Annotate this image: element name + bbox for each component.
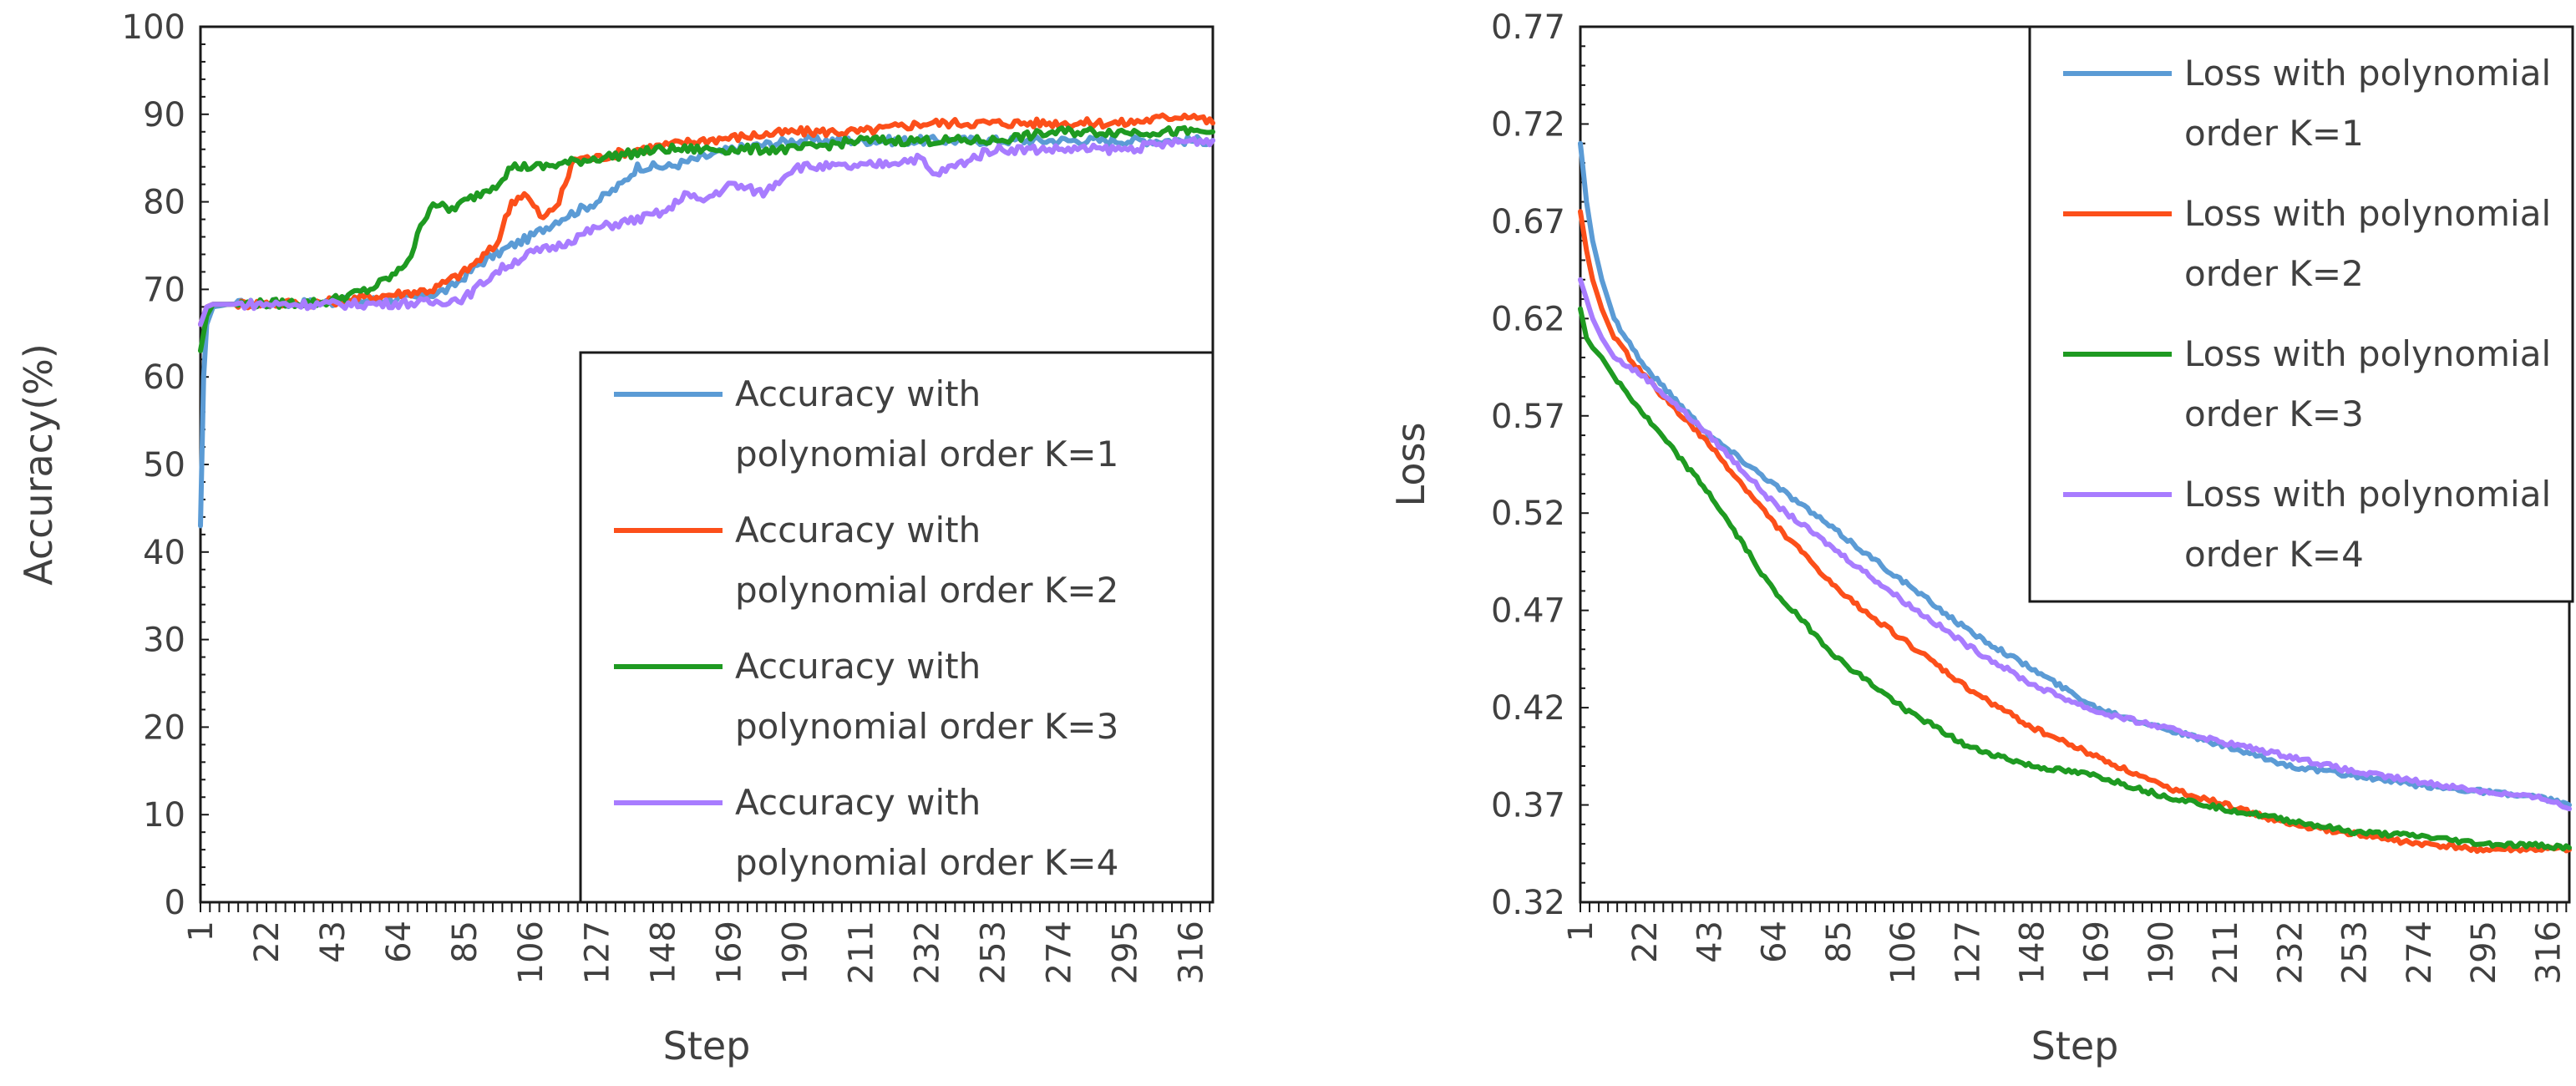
accuracy-y-tick-label: 90 xyxy=(143,96,185,134)
accuracy-y-tick-label: 20 xyxy=(143,708,185,747)
loss-y-tick-label: 0.62 xyxy=(1491,300,1565,338)
loss-x-tick-label: 85 xyxy=(1820,921,1858,963)
loss-x-tick-label: 232 xyxy=(2271,921,2310,984)
loss-series-line-k2 xyxy=(1578,209,2572,855)
loss-x-tick-label: 274 xyxy=(2401,921,2439,984)
loss-legend-label-k4-line1: Loss with polynomial xyxy=(2184,474,2551,515)
loss-legend-label-k1-line2: order K=1 xyxy=(2184,113,2364,154)
accuracy-x-tick-label: 253 xyxy=(975,921,1013,984)
accuracy-legend-label-k1-line2: polynomial order K=1 xyxy=(735,434,1118,474)
accuracy-y-axis-title: Accuracy(%) xyxy=(16,343,61,586)
loss-x-tick-label: 127 xyxy=(1949,921,1987,984)
accuracy-x-tick-label: 85 xyxy=(446,921,484,963)
accuracy-x-tick-label: 316 xyxy=(1173,921,1211,984)
loss-x-axis-title: Step xyxy=(2031,1023,2119,1068)
loss-x-tick-label: 169 xyxy=(2078,921,2117,984)
accuracy-x-tick-label: 1 xyxy=(182,921,221,941)
accuracy-x-tick-label: 295 xyxy=(1107,921,1145,984)
loss-x-tick-label: 22 xyxy=(1626,921,1665,963)
loss-x-tick-label: 1 xyxy=(1562,921,1600,941)
loss-y-tick-label: 0.47 xyxy=(1491,592,1565,631)
loss-x-tick-label: 211 xyxy=(2207,921,2245,984)
loss-y-axis-title: Loss xyxy=(1388,423,1433,507)
accuracy-y-tick-label: 40 xyxy=(143,534,185,572)
loss-x-tick-label: 106 xyxy=(1884,921,1923,984)
loss-x-tick-label: 148 xyxy=(2014,921,2052,984)
loss-x-tick-label: 190 xyxy=(2142,921,2181,984)
accuracy-series-line-k3 xyxy=(198,124,1215,353)
accuracy-x-tick-label: 190 xyxy=(776,921,814,984)
loss-legend-label-k1-line1: Loss with polynomial xyxy=(2184,53,2551,94)
loss-legend-label-k4-line2: order K=4 xyxy=(2184,534,2364,575)
accuracy-legend-label-k4-line1: Accuracy with xyxy=(735,782,981,823)
accuracy-x-tick-label: 64 xyxy=(380,921,418,963)
accuracy-y-tick-label: 100 xyxy=(122,8,185,47)
accuracy-x-axis-title: Step xyxy=(663,1023,751,1068)
accuracy-legend-label-k1-line1: Accuracy with xyxy=(735,373,981,414)
accuracy-y-tick-label: 30 xyxy=(143,622,185,660)
accuracy-legend-box xyxy=(579,351,1214,904)
accuracy-legend-label-k3-line1: Accuracy with xyxy=(735,646,981,687)
loss-y-tick-label: 0.32 xyxy=(1491,884,1565,922)
loss-x-tick-label: 316 xyxy=(2529,921,2568,984)
loss-y-tick-label: 0.52 xyxy=(1491,495,1565,533)
loss-y-tick-label: 0.72 xyxy=(1491,105,1565,144)
accuracy-y-tick-label: 80 xyxy=(143,184,185,222)
accuracy-legend-label-k2-line2: polynomial order K=2 xyxy=(735,570,1118,611)
accuracy-x-tick-label: 43 xyxy=(314,921,352,963)
accuracy-legend-label-k2-line1: Accuracy with xyxy=(735,510,981,551)
loss-x-tick-label: 64 xyxy=(1756,921,1794,963)
loss-y-tick-label: 0.67 xyxy=(1491,203,1565,241)
loss-series-line-k3 xyxy=(1578,306,2572,852)
accuracy-series-line-k2 xyxy=(198,112,1215,327)
accuracy-x-tick-label: 106 xyxy=(512,921,550,984)
accuracy-x-tick-label: 148 xyxy=(644,921,682,984)
accuracy-x-tick-label: 274 xyxy=(1041,921,1079,984)
accuracy-legend-label-k4-line2: polynomial order K=4 xyxy=(735,842,1118,883)
accuracy-series-line-k4 xyxy=(198,135,1215,327)
loss-y-tick-label: 0.42 xyxy=(1491,689,1565,728)
loss-legend-label-k3-line2: order K=3 xyxy=(2184,393,2364,434)
accuracy-y-tick-label: 10 xyxy=(143,796,185,835)
loss-legend-label-k2-line2: order K=2 xyxy=(2184,253,2364,294)
loss-series-line-k4 xyxy=(1578,277,2572,812)
accuracy-x-tick-label: 211 xyxy=(842,921,880,984)
loss-x-tick-label: 43 xyxy=(1691,921,1729,963)
loss-x-tick-label: 295 xyxy=(2465,921,2503,984)
loss-y-tick-label: 0.77 xyxy=(1491,8,1565,47)
accuracy-y-tick-label: 50 xyxy=(143,446,185,485)
accuracy-y-tick-label: 70 xyxy=(143,271,185,309)
loss-y-tick-label: 0.37 xyxy=(1491,787,1565,825)
loss-legend-label-k2-line1: Loss with polynomial xyxy=(2184,193,2551,234)
accuracy-x-tick-label: 22 xyxy=(248,921,287,963)
accuracy-y-tick-label: 60 xyxy=(143,358,185,397)
accuracy-y-tick-label: 0 xyxy=(165,884,185,922)
loss-legend-box xyxy=(2028,25,2574,603)
accuracy-x-tick-label: 232 xyxy=(908,921,946,984)
loss-x-tick-label: 253 xyxy=(2336,921,2375,984)
loss-legend-label-k3-line1: Loss with polynomial xyxy=(2184,333,2551,374)
loss-y-tick-label: 0.57 xyxy=(1491,398,1565,436)
accuracy-x-tick-label: 169 xyxy=(710,921,748,984)
accuracy-legend-label-k3-line2: polynomial order K=3 xyxy=(735,706,1118,747)
accuracy-x-tick-label: 127 xyxy=(578,921,616,984)
